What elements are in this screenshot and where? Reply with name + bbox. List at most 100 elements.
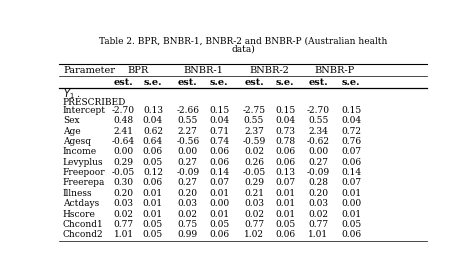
Text: 0.07: 0.07 xyxy=(341,178,361,188)
Text: Freerepa: Freerepa xyxy=(63,178,105,188)
Text: 0.13: 0.13 xyxy=(275,168,295,177)
Text: 0.06: 0.06 xyxy=(143,178,163,188)
Text: data): data) xyxy=(231,45,255,54)
Text: s.e.: s.e. xyxy=(210,78,228,87)
Text: 0.05: 0.05 xyxy=(209,220,229,229)
Text: 0.20: 0.20 xyxy=(114,189,134,198)
Text: 0.06: 0.06 xyxy=(341,230,361,239)
Text: 0.15: 0.15 xyxy=(209,106,229,115)
Text: 0.04: 0.04 xyxy=(209,116,229,125)
Text: 0.28: 0.28 xyxy=(308,178,328,188)
Text: est.: est. xyxy=(309,78,328,87)
Text: 0.05: 0.05 xyxy=(341,220,361,229)
Text: 0.02: 0.02 xyxy=(244,210,264,219)
Text: Table 2. BPR, BNBR-1, BNBR-2 and BNBR-P (Australian health: Table 2. BPR, BNBR-1, BNBR-2 and BNBR-P … xyxy=(99,36,387,45)
Text: 0.01: 0.01 xyxy=(341,210,361,219)
Text: 0.03: 0.03 xyxy=(114,199,134,208)
Text: 0.74: 0.74 xyxy=(209,137,229,146)
Text: 0.03: 0.03 xyxy=(244,199,264,208)
Text: BPR: BPR xyxy=(128,66,149,75)
Text: 0.26: 0.26 xyxy=(244,158,264,167)
Text: 0.62: 0.62 xyxy=(143,126,163,136)
Text: 0.71: 0.71 xyxy=(209,126,229,136)
Text: Parameter: Parameter xyxy=(63,66,115,75)
Text: 0.06: 0.06 xyxy=(275,147,295,156)
Text: Intercept: Intercept xyxy=(63,106,106,115)
Text: 0.04: 0.04 xyxy=(143,116,163,125)
Text: 0.15: 0.15 xyxy=(275,106,295,115)
Text: 0.99: 0.99 xyxy=(178,230,198,239)
Text: 0.72: 0.72 xyxy=(341,126,361,136)
Text: 1.01: 1.01 xyxy=(113,230,134,239)
Text: 0.06: 0.06 xyxy=(209,147,229,156)
Text: 0.20: 0.20 xyxy=(178,189,198,198)
Text: Agesq: Agesq xyxy=(63,137,91,146)
Text: 0.05: 0.05 xyxy=(143,158,163,167)
Text: -0.64: -0.64 xyxy=(112,137,135,146)
Text: -0.05: -0.05 xyxy=(242,168,265,177)
Text: 0.04: 0.04 xyxy=(275,116,295,125)
Text: 0.48: 0.48 xyxy=(113,116,134,125)
Text: s.e.: s.e. xyxy=(342,78,361,87)
Text: 2.27: 2.27 xyxy=(178,126,198,136)
Text: 0.01: 0.01 xyxy=(209,189,229,198)
Text: 0.20: 0.20 xyxy=(308,189,328,198)
Text: 0.01: 0.01 xyxy=(209,210,229,219)
Text: -0.56: -0.56 xyxy=(176,137,200,146)
Text: 0.01: 0.01 xyxy=(143,189,163,198)
Text: 0.01: 0.01 xyxy=(341,189,361,198)
Text: 0.14: 0.14 xyxy=(341,168,361,177)
Text: Chcond2: Chcond2 xyxy=(63,230,103,239)
Text: 0.00: 0.00 xyxy=(308,147,328,156)
Text: 0.76: 0.76 xyxy=(341,137,361,146)
Text: 0.06: 0.06 xyxy=(209,158,229,167)
Text: 0.77: 0.77 xyxy=(308,220,328,229)
Text: 0.05: 0.05 xyxy=(143,220,163,229)
Text: 2.34: 2.34 xyxy=(308,126,328,136)
Text: -2.75: -2.75 xyxy=(242,106,265,115)
Text: Sex: Sex xyxy=(63,116,80,125)
Text: -0.62: -0.62 xyxy=(307,137,330,146)
Text: 0.00: 0.00 xyxy=(113,147,134,156)
Text: 0.02: 0.02 xyxy=(308,210,328,219)
Text: 0.00: 0.00 xyxy=(178,147,198,156)
Text: -0.09: -0.09 xyxy=(176,168,200,177)
Text: 0.01: 0.01 xyxy=(143,210,163,219)
Text: PRESCRIBED: PRESCRIBED xyxy=(63,98,126,107)
Text: 0.03: 0.03 xyxy=(178,199,198,208)
Text: 0.75: 0.75 xyxy=(178,220,198,229)
Text: 2.41: 2.41 xyxy=(114,126,134,136)
Text: 0.77: 0.77 xyxy=(113,220,134,229)
Text: 0.27: 0.27 xyxy=(308,158,328,167)
Text: BNBR-1: BNBR-1 xyxy=(183,66,223,75)
Text: -2.70: -2.70 xyxy=(112,106,135,115)
Text: Freepoor: Freepoor xyxy=(63,168,106,177)
Text: -2.66: -2.66 xyxy=(176,106,200,115)
Text: Levyplus: Levyplus xyxy=(63,158,103,167)
Text: 0.77: 0.77 xyxy=(244,220,264,229)
Text: Age: Age xyxy=(63,126,81,136)
Text: 0.01: 0.01 xyxy=(143,199,163,208)
Text: 0.02: 0.02 xyxy=(178,210,198,219)
Text: 0.02: 0.02 xyxy=(244,147,264,156)
Text: Hscore: Hscore xyxy=(63,210,96,219)
Text: Actdays: Actdays xyxy=(63,199,99,208)
Text: 0.01: 0.01 xyxy=(275,210,295,219)
Text: 0.55: 0.55 xyxy=(308,116,328,125)
Text: 0.05: 0.05 xyxy=(143,230,163,239)
Text: Income: Income xyxy=(63,147,97,156)
Text: -2.70: -2.70 xyxy=(307,106,330,115)
Text: 0.15: 0.15 xyxy=(341,106,361,115)
Text: 0.78: 0.78 xyxy=(275,137,295,146)
Text: 0.05: 0.05 xyxy=(275,220,295,229)
Text: 2.37: 2.37 xyxy=(244,126,264,136)
Text: 0.01: 0.01 xyxy=(275,189,295,198)
Text: 0.07: 0.07 xyxy=(275,178,295,188)
Text: 0.73: 0.73 xyxy=(275,126,295,136)
Text: Chcond1: Chcond1 xyxy=(63,220,104,229)
Text: 0.27: 0.27 xyxy=(178,158,198,167)
Text: 0.12: 0.12 xyxy=(143,168,163,177)
Text: 0.21: 0.21 xyxy=(244,189,264,198)
Text: 1.02: 1.02 xyxy=(244,230,264,239)
Text: BNBR-P: BNBR-P xyxy=(315,66,355,75)
